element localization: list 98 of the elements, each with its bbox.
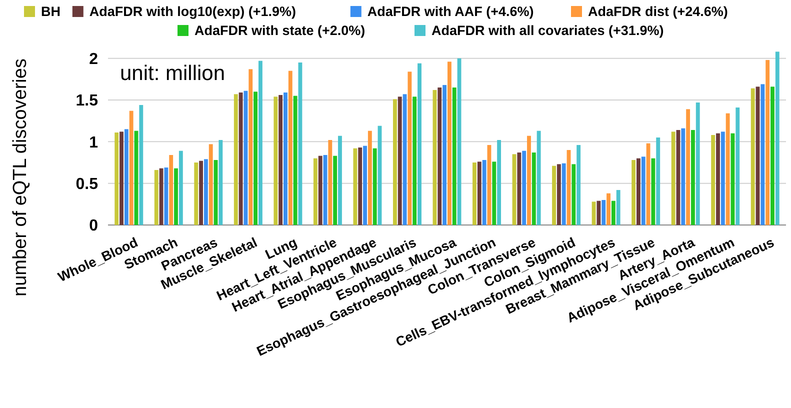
- bar: [492, 162, 496, 225]
- bar: [328, 140, 332, 225]
- bar: [114, 132, 119, 225]
- bar: [208, 144, 213, 225]
- bar: [711, 135, 716, 225]
- bar: [412, 96, 417, 225]
- bar: [392, 99, 397, 225]
- bar: [248, 69, 253, 225]
- legend-label: AdaFDR with all covariates (+31.9%): [432, 23, 664, 38]
- bar: [408, 72, 412, 225]
- bar: [204, 159, 208, 225]
- bar: [556, 164, 561, 225]
- bar: [656, 138, 660, 225]
- y-tick-label: 0: [89, 218, 98, 235]
- bar: [572, 164, 576, 225]
- bar: [632, 160, 636, 225]
- bar: [164, 168, 168, 225]
- bar: [766, 60, 770, 225]
- bar: [497, 140, 502, 225]
- bar: [720, 132, 725, 225]
- annotation: unit: million: [120, 62, 226, 85]
- bar: [602, 200, 606, 225]
- bar: [174, 168, 178, 225]
- bar: [238, 92, 243, 225]
- bar: [398, 96, 402, 225]
- bar: [278, 95, 283, 225]
- bar: [452, 88, 456, 225]
- bar: [368, 130, 372, 225]
- bar: [522, 150, 526, 225]
- bar: [234, 94, 238, 225]
- y-tick-label: 1.5: [76, 92, 98, 110]
- bar: [274, 96, 278, 225]
- legend-label: AdaFDR with AAF (+4.6%): [367, 4, 534, 19]
- bar: [576, 145, 581, 225]
- bar: [611, 200, 616, 225]
- bar: [318, 156, 322, 225]
- bar: [592, 202, 596, 225]
- bar: [596, 200, 601, 225]
- legend-label: AdaFDR with log10(exp) (+1.9%): [89, 4, 296, 19]
- bar: [636, 158, 640, 225]
- bar: [686, 109, 690, 225]
- bar: [472, 162, 476, 225]
- bar: [616, 190, 620, 225]
- y-tick-label: 1: [89, 134, 98, 152]
- bar: [641, 156, 646, 225]
- bar: [552, 166, 556, 225]
- bar: [338, 136, 342, 225]
- bar: [169, 155, 174, 225]
- bar: [254, 92, 258, 225]
- bar: [139, 105, 144, 225]
- bar: [696, 102, 700, 225]
- bar: [517, 152, 522, 225]
- bar: [532, 152, 536, 225]
- bar: [258, 60, 262, 225]
- bar: [129, 110, 134, 225]
- bar: [760, 84, 765, 225]
- bar: [199, 160, 204, 225]
- bar: [218, 140, 223, 225]
- bar: [527, 136, 531, 225]
- bar: [293, 96, 298, 225]
- bar: [284, 92, 288, 225]
- bar: [770, 86, 774, 225]
- y-tick-label: 2: [89, 50, 98, 68]
- legend-label: AdaFDR dist (+24.6%): [588, 4, 728, 19]
- bar: [418, 63, 422, 225]
- bar: [690, 130, 695, 225]
- bar: [154, 170, 158, 225]
- bar: [194, 162, 198, 225]
- bar: [562, 163, 566, 225]
- bar: [438, 88, 442, 225]
- bar: [736, 108, 740, 225]
- legend-label: AdaFDR with state (+2.0%): [194, 23, 366, 38]
- bar: [726, 113, 730, 225]
- bar: [178, 150, 183, 225]
- bar: [120, 132, 124, 225]
- bar: [651, 158, 656, 225]
- bar: [313, 158, 318, 225]
- bar: [442, 85, 447, 225]
- bar: [447, 62, 452, 225]
- bar: [333, 156, 338, 225]
- bar: [358, 148, 362, 225]
- bar: [606, 193, 610, 225]
- bar: [372, 148, 377, 225]
- bar: [681, 128, 686, 225]
- bar: [353, 148, 358, 225]
- bar: [477, 162, 482, 225]
- bar: [363, 146, 367, 225]
- bar: [482, 160, 486, 225]
- y-axis-title: number of eQTL discoveries: [10, 58, 31, 296]
- y-tick-label: 0.5: [76, 176, 98, 193]
- bar: [671, 132, 676, 225]
- bar: [716, 133, 720, 225]
- bar: [288, 70, 292, 225]
- bar: [750, 88, 755, 225]
- bar: [536, 130, 541, 225]
- bar: [124, 129, 128, 225]
- bar: [775, 52, 780, 225]
- legend-label: BH: [41, 4, 60, 19]
